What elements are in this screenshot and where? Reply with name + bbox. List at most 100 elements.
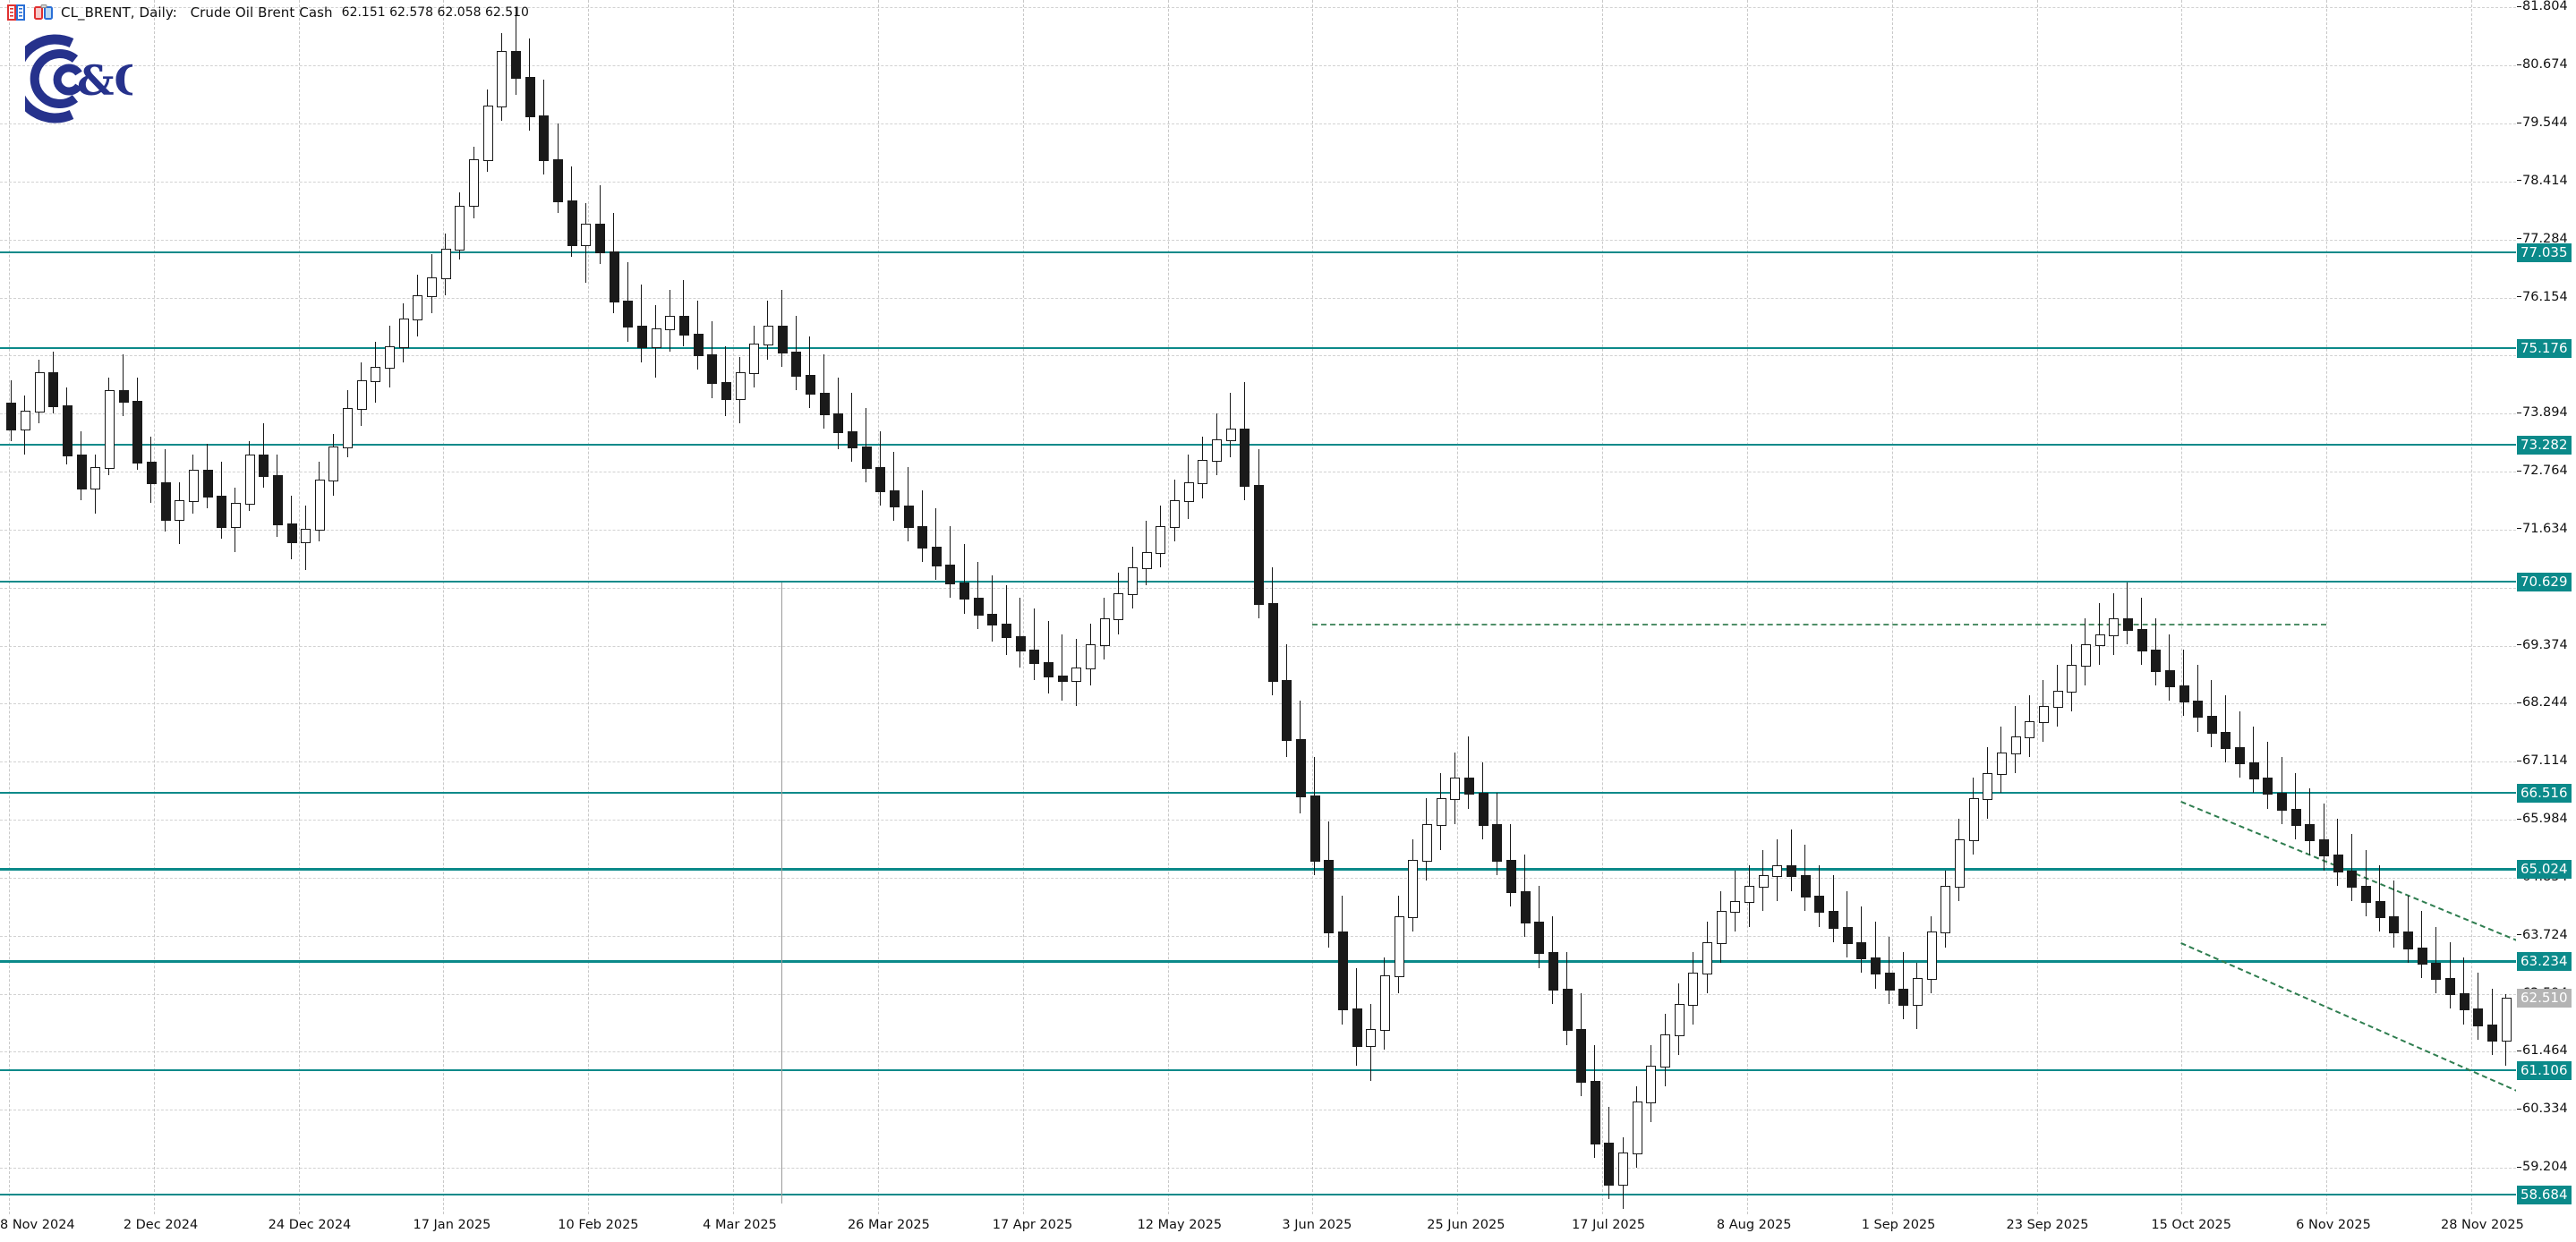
grid-line-horizontal — [0, 413, 2516, 415]
candle-body — [2460, 993, 2469, 1011]
candle-body — [848, 430, 857, 449]
candle-body — [2221, 731, 2231, 749]
candle-wick — [950, 526, 951, 599]
list-view-icon[interactable] — [7, 4, 25, 21]
candle-body — [567, 200, 577, 246]
candle-body — [132, 400, 142, 464]
support-resistance-line[interactable] — [0, 868, 2516, 872]
candle-body — [525, 77, 535, 118]
candle-body — [623, 300, 633, 328]
candle-wick — [1903, 952, 1904, 1019]
candle-body — [2193, 701, 2203, 719]
candle-body — [1170, 500, 1180, 529]
candle-body — [1437, 798, 1446, 826]
price-chart-plot[interactable]: &G — [0, 0, 2516, 1214]
grid-line-vertical — [733, 0, 735, 1214]
level-price-pill[interactable]: 61.106 — [2517, 1060, 2572, 1080]
candle-wick — [1019, 598, 1020, 668]
price-axis-tick: 78.414 — [2517, 174, 2568, 188]
candle-body — [511, 51, 521, 80]
candle-body — [890, 489, 900, 508]
level-price-pill[interactable]: 73.282 — [2517, 436, 2572, 455]
level-price-pill[interactable]: 66.516 — [2517, 783, 2572, 803]
candle-body — [357, 379, 367, 411]
candle-body — [273, 474, 283, 526]
candle-wick — [2183, 649, 2184, 717]
level-price-pill[interactable]: 58.684 — [2517, 1185, 2572, 1204]
level-price-pill[interactable]: 63.234 — [2517, 951, 2572, 971]
level-price-pill[interactable]: 77.035 — [2517, 243, 2572, 262]
candle-body — [119, 390, 129, 403]
candle-body — [2053, 690, 2063, 708]
candle-body — [1198, 459, 1207, 485]
grid-line-vertical — [2181, 0, 2183, 1214]
support-resistance-line[interactable] — [0, 1193, 2516, 1195]
candle-wick — [2267, 742, 2268, 809]
price-axis[interactable]: 81.80480.67479.54478.41477.28476.15475.0… — [2516, 0, 2576, 1214]
support-resistance-line[interactable] — [0, 1068, 2516, 1071]
level-price-pill-wrap: 75.176 — [2517, 338, 2572, 358]
candle-body — [820, 392, 830, 415]
level-price-pill-wrap: 77.035 — [2517, 243, 2572, 262]
candle-body — [2305, 823, 2315, 842]
candle-body — [21, 411, 30, 431]
candle-body — [1843, 926, 1853, 944]
candle-body — [2431, 962, 2441, 981]
level-price-pill-wrap: 63.234 — [2517, 951, 2572, 971]
candle-wick — [1006, 585, 1007, 655]
candle-body — [2502, 998, 2512, 1042]
ohlc-values: 62.151 62.578 62.058 62.510 — [341, 4, 529, 20]
candle-body — [1646, 1065, 1656, 1103]
candle-body — [1871, 957, 1881, 975]
candle-wick — [893, 451, 894, 522]
candle-body — [1759, 875, 1769, 888]
candle-body — [1464, 778, 1474, 795]
candle-body — [2123, 618, 2133, 631]
dashed-resistance-line[interactable] — [1312, 624, 2327, 626]
candle-body — [2207, 716, 2217, 734]
candle-body — [2165, 669, 2175, 687]
candle-body — [974, 598, 984, 616]
support-resistance-line[interactable] — [0, 791, 2516, 794]
support-resistance-line[interactable] — [0, 251, 2516, 253]
candle-body — [1310, 795, 1320, 863]
candle-body — [1898, 988, 1908, 1006]
grid-line-horizontal — [0, 1110, 2516, 1111]
last-price-pill[interactable]: 62.510 — [2517, 989, 2572, 1008]
candle-body — [427, 276, 437, 297]
candle-body — [2361, 885, 2371, 903]
candle-body — [48, 371, 58, 408]
level-price-pill-wrap: 61.106 — [2517, 1060, 2572, 1080]
level-price-pill[interactable]: 75.176 — [2517, 338, 2572, 358]
candle-body — [189, 470, 199, 503]
candle-body — [441, 249, 451, 279]
candle-body — [2333, 855, 2343, 872]
candle-wick — [2379, 864, 2380, 932]
candle-wick — [2421, 911, 2422, 979]
candle-body — [652, 328, 661, 349]
time-axis[interactable]: 8 Nov 2024 2 Dec 2024 24 Dec 2024 17 Jan 20… — [0, 1214, 2576, 1242]
candle-body — [1829, 911, 1838, 929]
level-price-pill[interactable]: 65.024 — [2517, 860, 2572, 880]
candle-body — [1688, 973, 1698, 1006]
candle-body — [399, 318, 409, 349]
time-axis-label: 8 Aug 2025 — [1716, 1218, 1792, 1232]
grid-line-horizontal — [0, 355, 2516, 357]
chart-type-icon[interactable] — [34, 4, 53, 21]
support-resistance-line[interactable] — [0, 346, 2516, 349]
grid-line-vertical — [1457, 0, 1459, 1214]
candle-body — [1002, 624, 1011, 639]
candle-body — [1492, 823, 1502, 863]
candle-body — [1801, 875, 1811, 898]
support-resistance-line[interactable] — [0, 444, 2516, 447]
candle-body — [1618, 1153, 1628, 1186]
candle-body — [1338, 932, 1348, 1011]
candle-body — [105, 390, 115, 470]
candle-wick — [2211, 680, 2212, 747]
candle-body — [1955, 839, 1965, 888]
candle-body — [1814, 896, 1824, 914]
candle-body — [904, 506, 914, 529]
level-price-pill[interactable]: 70.629 — [2517, 572, 2572, 591]
time-axis-label: 10 Feb 2025 — [558, 1218, 639, 1232]
support-resistance-line[interactable] — [0, 959, 2516, 963]
